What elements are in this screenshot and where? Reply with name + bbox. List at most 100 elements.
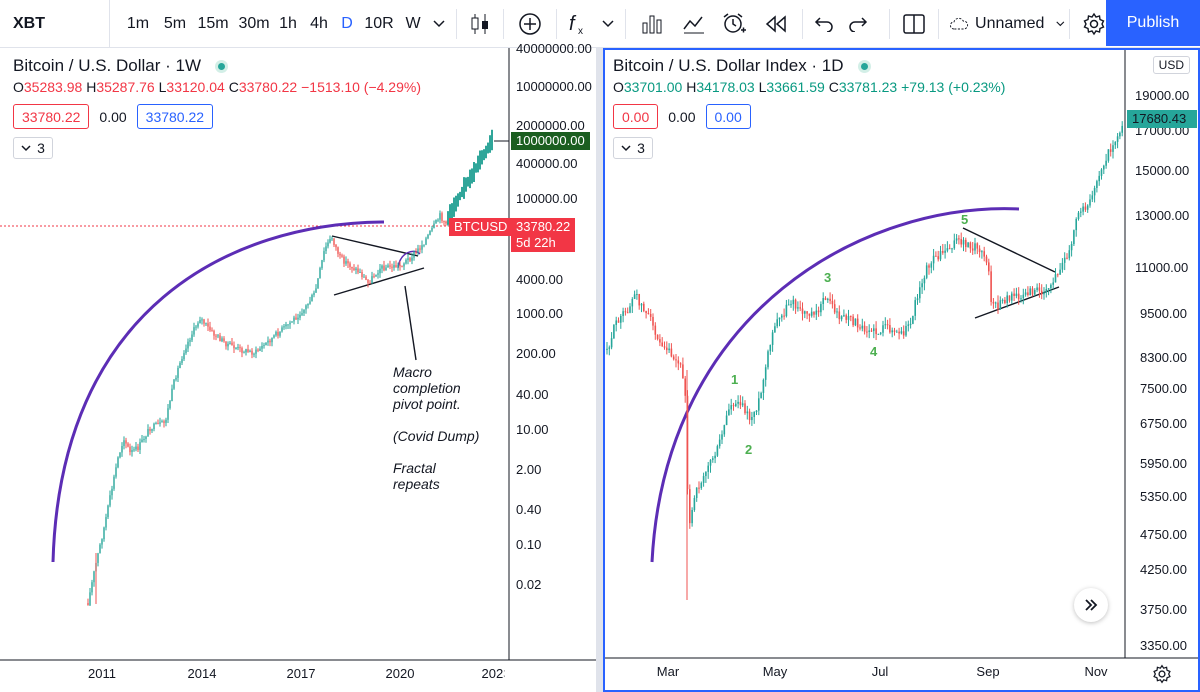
candle-body [631,298,634,307]
candle-body [89,592,91,606]
candle-body [741,403,744,406]
left-buy-button[interactable]: 33780.22 [136,104,214,129]
candle-body [907,324,910,326]
candle-body [937,256,940,260]
candle-body [183,353,185,360]
projection-candle [447,211,449,225]
candle-body [1024,292,1027,295]
right-chart-pane[interactable]: USD Bitcoin / U.S. Dollar Index · 1D O33… [603,48,1200,692]
candle-body [718,439,721,447]
candle-body [309,301,311,304]
candle-body [843,315,845,317]
alert-button[interactable] [714,0,754,48]
candle-body [838,311,841,320]
right-legend: Bitcoin / U.S. Dollar Index · 1D O33701.… [613,56,1005,159]
layout-button[interactable] [894,0,934,48]
interval-4h-button[interactable]: 4h [310,14,328,32]
candle-body [311,294,313,302]
right-indicators-toggle[interactable]: 3 [613,137,653,159]
chart-type-button[interactable] [461,0,499,48]
candle-body [155,423,157,425]
candle-body [810,311,813,316]
candle-body [267,340,269,343]
chart-settings-button[interactable] [1152,664,1172,689]
currency-selector[interactable]: USD [1152,56,1190,74]
scroll-to-realtime-button[interactable] [1074,588,1108,622]
undo-button[interactable] [807,0,841,48]
candle-body [1038,287,1041,291]
projection-candle [459,191,461,201]
candle-body [403,263,405,267]
right-chart-title[interactable]: Bitcoin / U.S. Dollar Index · 1D [613,56,844,75]
templates-button[interactable] [674,0,714,48]
right-chart-canvas[interactable] [605,50,1198,690]
candle-body [872,328,875,332]
candle-body [882,325,884,333]
candle-body [824,298,827,301]
financials-button[interactable] [630,0,674,48]
left-chart-pane[interactable]: Bitcoin / U.S. Dollar · 1W O35283.98 H35… [0,41,596,692]
intervals-dropdown-button[interactable] [426,0,452,48]
interval-w-button[interactable]: W [405,14,421,32]
left-open-value: 35283.98 [23,79,83,95]
candle-body [1077,212,1080,219]
candle-body [191,334,193,341]
pane-divider[interactable] [596,48,603,692]
interval-5m-button[interactable]: 5m [163,14,187,32]
right-sell-button[interactable]: 0.00 [613,104,659,129]
interval-10r-button[interactable]: 10R [364,14,394,32]
candle-body [870,330,873,332]
candle-body [235,348,237,350]
left-chart-canvas[interactable] [0,48,596,692]
replay-button[interactable] [754,0,798,48]
candle-body [355,268,357,270]
candle-body [285,324,287,327]
candle-body [1001,299,1004,301]
triangle-upper-line [331,235,419,257]
settings-button[interactable] [1074,0,1114,48]
left-close-value: 33780.22 [238,79,298,95]
candle-body [179,362,181,368]
price-tick: 2000000.00 [516,118,585,133]
candle-body [203,319,205,324]
interval-30m-button[interactable]: 30m [238,14,270,32]
candle-body [790,304,792,306]
projection-candle [473,162,475,182]
candle-body [652,316,654,326]
candle-body [185,348,187,354]
indicators-dropdown-button[interactable] [595,0,621,48]
candle-body [953,240,956,249]
projection-candle [449,204,451,225]
toolbar-divider [456,8,457,39]
symbol-search-button[interactable]: XBT [0,0,110,48]
save-layout-button[interactable]: Unnamed [943,0,1065,48]
right-open-value: 33701.00 [623,79,683,95]
candle-body [325,246,327,252]
right-buy-button[interactable]: 0.00 [705,104,751,129]
interval-1h-button[interactable]: 1h [279,14,297,32]
candle-body [716,446,719,456]
interval-1m-button[interactable]: 1m [126,14,150,32]
candle-body [393,265,395,268]
compare-symbol-button[interactable] [508,0,552,48]
left-chart-title[interactable]: Bitcoin / U.S. Dollar · 1W [13,56,201,75]
candle-body [1075,218,1078,231]
redo-button[interactable] [841,0,875,48]
candle-body [675,359,677,361]
candle-body [909,323,912,325]
candle-body [133,449,135,451]
candle-body [1033,290,1036,295]
left-indicators-toggle[interactable]: 3 [13,137,53,159]
interval-15m-button[interactable]: 15m [197,14,229,32]
candle-body [243,352,245,354]
candles-icon [471,13,488,34]
price-tick: 0.40 [516,502,542,517]
candle-body [435,219,437,224]
symbol-tag: BTCUSD [449,218,513,236]
candle-body [783,315,785,317]
publish-button[interactable]: Publish [1106,0,1200,46]
interval-d-button[interactable]: D [341,14,353,32]
left-sell-button[interactable]: 33780.22 [13,104,90,129]
candle-body [237,347,239,349]
